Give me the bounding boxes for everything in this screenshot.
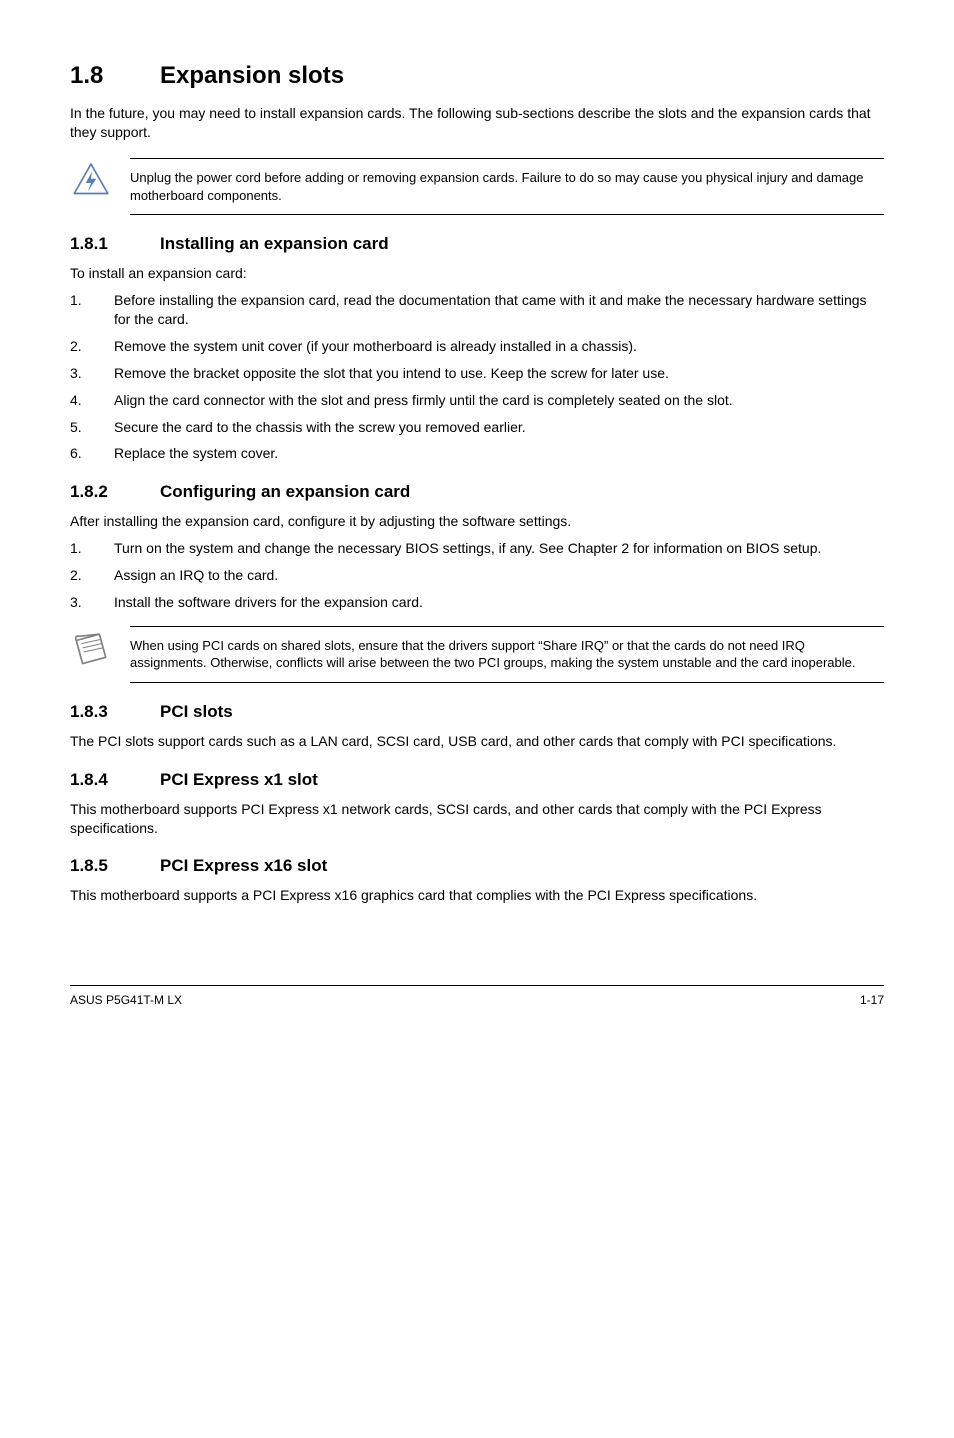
list-item: 6.Replace the system cover. [70,444,884,463]
subheading-title: PCI Express x16 slot [160,856,327,875]
footer-left: ASUS P5G41T-M LX [70,992,182,1008]
subheading-title: Configuring an expansion card [160,482,410,501]
step-text: Assign an IRQ to the card. [114,566,884,585]
subsection-heading: 1.8.1Installing an expansion card [70,233,884,256]
step-text: Remove the system unit cover (if your mo… [114,337,884,356]
step-number: 2. [70,337,114,356]
subsection-heading: 1.8.4PCI Express x1 slot [70,769,884,792]
heading-title: Expansion slots [160,62,344,89]
subheading-title: PCI slots [160,702,233,721]
step-text: Secure the card to the chassis with the … [114,418,884,437]
step-text: Before installing the expansion card, re… [114,291,884,329]
page-footer: ASUS P5G41T-M LX 1-17 [70,985,884,1008]
configure-steps-list: 1.Turn on the system and change the nece… [70,539,884,612]
lightning-warning-icon [70,162,112,204]
subsection-body: The PCI slots support cards such as a LA… [70,732,884,751]
footer-right: 1-17 [860,992,884,1008]
step-number: 3. [70,593,114,612]
subsection-heading: 1.8.5PCI Express x16 slot [70,855,884,878]
section-heading: 1.8Expansion slots [70,60,884,92]
subheading-number: 1.8.1 [70,233,160,256]
list-item: 3.Install the software drivers for the e… [70,593,884,612]
list-item: 1.Turn on the system and change the nece… [70,539,884,558]
step-text: Install the software drivers for the exp… [114,593,884,612]
list-item: 2.Assign an IRQ to the card. [70,566,884,585]
info-note-text: When using PCI cards on shared slots, en… [130,637,884,672]
warning-note-text-wrap: Unplug the power cord before adding or r… [130,158,884,215]
step-number: 1. [70,291,114,329]
subheading-number: 1.8.4 [70,769,160,792]
list-item: 5.Secure the card to the chassis with th… [70,418,884,437]
subheading-title: PCI Express x1 slot [160,770,318,789]
step-number: 1. [70,539,114,558]
step-number: 5. [70,418,114,437]
step-text: Align the card connector with the slot a… [114,391,884,410]
step-number: 4. [70,391,114,410]
list-item: 3.Remove the bracket opposite the slot t… [70,364,884,383]
heading-number: 1.8 [70,60,160,92]
step-number: 6. [70,444,114,463]
step-text: Turn on the system and change the necess… [114,539,884,558]
subsection-intro: To install an expansion card: [70,264,884,283]
intro-paragraph: In the future, you may need to install e… [70,104,884,142]
step-number: 2. [70,566,114,585]
subheading-number: 1.8.3 [70,701,160,724]
step-text: Remove the bracket opposite the slot tha… [114,364,884,383]
info-note-text-wrap: When using PCI cards on shared slots, en… [130,626,884,683]
subheading-title: Installing an expansion card [160,234,389,253]
subsection-intro: After installing the expansion card, con… [70,512,884,531]
subheading-number: 1.8.2 [70,481,160,504]
subsection-body: This motherboard supports a PCI Express … [70,886,884,905]
note-paper-icon [70,630,112,672]
list-item: 2.Remove the system unit cover (if your … [70,337,884,356]
list-item: 1.Before installing the expansion card, … [70,291,884,329]
warning-note-text: Unplug the power cord before adding or r… [130,169,884,204]
subsection-heading: 1.8.3PCI slots [70,701,884,724]
subheading-number: 1.8.5 [70,855,160,878]
step-text: Replace the system cover. [114,444,884,463]
install-steps-list: 1.Before installing the expansion card, … [70,291,884,463]
list-item: 4.Align the card connector with the slot… [70,391,884,410]
step-number: 3. [70,364,114,383]
subsection-body: This motherboard supports PCI Express x1… [70,800,884,838]
info-note-block: When using PCI cards on shared slots, en… [70,626,884,683]
warning-note-block: Unplug the power cord before adding or r… [70,158,884,215]
subsection-heading: 1.8.2Configuring an expansion card [70,481,884,504]
